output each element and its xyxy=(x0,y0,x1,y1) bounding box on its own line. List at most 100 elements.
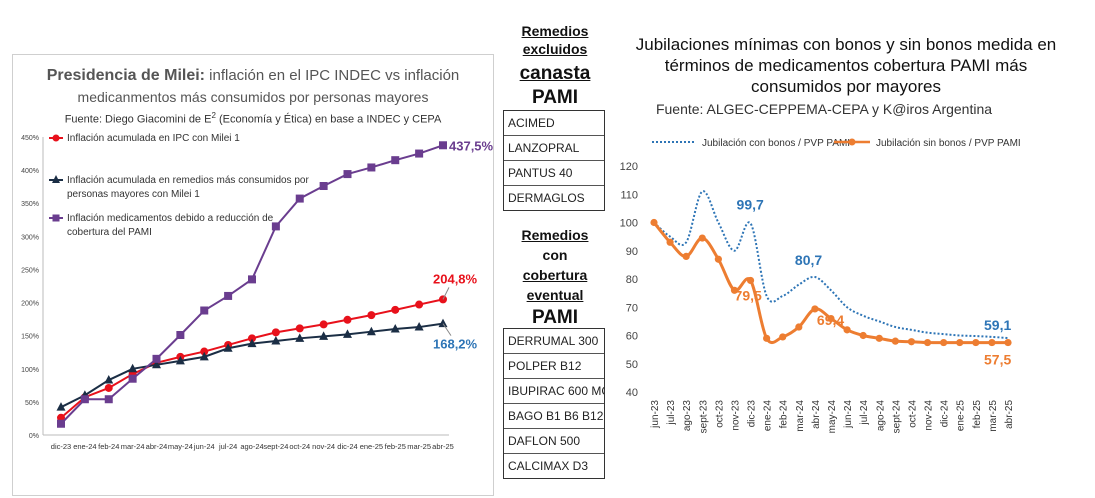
right-y-tick-label: 90 xyxy=(626,246,638,258)
covered-heading-1: Remedios xyxy=(521,227,589,243)
right-x-tick-label: oct-24 xyxy=(907,400,918,428)
covered-heading-3: cobertura xyxy=(522,267,588,283)
left-y-tick-label: 450% xyxy=(21,135,39,142)
right-x-tick-label: mar-24 xyxy=(795,400,806,432)
right-x-tick-label: mar-25 xyxy=(988,400,999,432)
left-legend-label: Inflación medicamentos debido a reducció… xyxy=(67,213,274,224)
right-x-tick-label: ago-23 xyxy=(682,400,693,432)
covered-heading-5: PAMI xyxy=(531,307,579,328)
right-x-tick-label: ene-24 xyxy=(763,400,774,432)
left-chart-title: Presidencia de Milei: inflación en el IP… xyxy=(13,67,493,85)
right-series-con-bonos xyxy=(653,190,1009,340)
medicine-lists: Remedios excluidos canasta PAMI ACIMED LA… xyxy=(503,18,607,480)
left-data-point xyxy=(439,141,447,150)
right-x-tick-label: sept-24 xyxy=(891,400,902,434)
left-y-tick-label: 400% xyxy=(21,168,39,175)
right-data-point xyxy=(907,338,916,346)
right-data-point xyxy=(763,334,771,342)
right-data-point xyxy=(682,252,690,260)
left-data-point xyxy=(319,182,328,191)
left-x-tick-label: feb-25 xyxy=(385,442,406,451)
left-chart-source: Fuente: Diego Giacomini de E2 (Economía … xyxy=(13,111,493,126)
left-data-point xyxy=(390,324,400,333)
covered-heading-2: con xyxy=(542,247,568,263)
right-data-point xyxy=(859,331,867,340)
excluded-medicine-1: ACIMED xyxy=(504,111,604,136)
left-data-point xyxy=(343,329,352,338)
left-source-pre: Fuente: Diego Giacomini de E xyxy=(64,113,212,126)
right-x-tick-label: may-24 xyxy=(827,400,838,434)
left-label-leader xyxy=(442,323,452,336)
left-data-point xyxy=(319,331,329,340)
left-x-tick-label: mar-24 xyxy=(121,442,145,451)
right-data-point xyxy=(891,337,899,345)
right-y-tick-label: 110 xyxy=(620,189,638,201)
left-x-tick-label: feb-24 xyxy=(98,442,119,451)
right-chart-title-line: términos de medicamentos cobertura PAMI … xyxy=(665,56,1028,75)
covered-medicine-4: BAGO B1 B6 B12 xyxy=(504,404,604,429)
left-y-tick-label: 0% xyxy=(29,433,39,440)
excluded-medicine-4: DERMAGLOS xyxy=(508,191,585,205)
left-x-tick-label: jun-24 xyxy=(193,442,215,451)
right-x-tick-label: abr-24 xyxy=(811,400,822,429)
left-y-tick-label: 300% xyxy=(21,234,39,241)
left-x-tick-label: may-24 xyxy=(168,442,193,451)
left-data-point xyxy=(295,324,304,333)
right-data-point xyxy=(730,286,739,294)
excluded-medicines-table: ACIMED LANZOPRAL PANTUS 40 DERMAGLOS xyxy=(503,110,605,211)
left-x-tick-label: jul-24 xyxy=(218,442,237,451)
right-data-point xyxy=(988,338,996,347)
right-data-point xyxy=(875,334,883,342)
right-data-point xyxy=(811,305,819,313)
covered-medicine-3: IBUPIRAC 600 MG xyxy=(504,379,604,404)
left-y-tick-label: 200% xyxy=(21,301,39,308)
right-x-tick-label: sept-23 xyxy=(698,400,709,434)
right-x-tick-label: jun-24 xyxy=(843,400,854,429)
left-data-point xyxy=(319,320,328,329)
excluded-medicine-3: PANTUS 40 xyxy=(504,161,604,186)
left-title-rest: inflación en el IPC INDEC vs inflación xyxy=(205,67,460,84)
left-x-tick-label: dic-23 xyxy=(51,442,71,451)
left-y-tick-label: 100% xyxy=(21,367,39,374)
right-legend-marker-sin xyxy=(848,138,856,146)
right-data-point xyxy=(795,323,803,331)
left-legend-label-2: personas mayores con Milei 1 xyxy=(67,189,200,200)
right-data-point xyxy=(746,276,755,285)
left-data-point xyxy=(366,326,376,336)
left-series-line xyxy=(60,298,444,419)
right-data-point xyxy=(956,338,964,347)
right-x-tick-label: nov-24 xyxy=(924,400,935,431)
right-x-tick-label: dic-23 xyxy=(747,400,758,428)
left-y-tick-label: 50% xyxy=(25,400,39,407)
right-data-point xyxy=(714,255,722,263)
left-x-tick-label: nov-24 xyxy=(312,442,335,451)
left-data-point xyxy=(391,305,400,314)
right-x-tick-label: abr-25 xyxy=(1004,400,1015,429)
right-legend-label-sin: Jubilación sin bonos / PVP PAMI xyxy=(876,138,1021,149)
left-data-point xyxy=(200,347,209,356)
right-y-tick-label: 100 xyxy=(620,218,638,230)
right-x-tick-label: ago-24 xyxy=(875,400,886,432)
excluded-heading-1: Remedios xyxy=(521,23,589,39)
left-source-post: (Economía y Ética) en base a INDEC y CEP… xyxy=(215,113,442,126)
left-title-bold: Presidencia de Milei: xyxy=(46,67,205,84)
covered-heading-4: eventual xyxy=(526,287,584,303)
right-x-tick-label: dic-24 xyxy=(940,400,951,428)
left-end-label-ipc: 204,8% xyxy=(433,271,478,286)
excluded-heading-3: canasta xyxy=(519,63,591,84)
covered-medicine-1: DERRUMAL 300 xyxy=(504,329,604,354)
right-data-point xyxy=(827,314,835,323)
right-data-point xyxy=(1004,338,1012,347)
right-label-sin-abr24: 69,4 xyxy=(817,312,844,328)
right-data-point xyxy=(940,338,948,347)
right-label-sin-dic23: 79,5 xyxy=(735,287,762,303)
right-line-chart: Jubilaciones mínimas con bonos y sin bon… xyxy=(620,35,1057,434)
left-x-tick-label: mar-25 xyxy=(407,442,431,451)
right-label-con-abr25: 59,1 xyxy=(984,317,1011,333)
left-data-point xyxy=(295,194,304,203)
right-y-tick-label: 40 xyxy=(626,387,638,399)
left-x-tick-label: ago-24 xyxy=(240,442,263,451)
right-data-point xyxy=(698,234,706,242)
covered-medicine-6: CALCIMAX D3 xyxy=(508,459,589,473)
left-data-point xyxy=(104,395,113,404)
